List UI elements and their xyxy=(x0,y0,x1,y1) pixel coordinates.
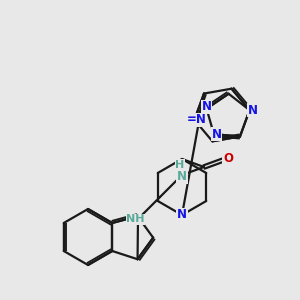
Text: O: O xyxy=(223,152,233,166)
Text: =N: =N xyxy=(187,113,206,126)
Text: N: N xyxy=(177,170,187,184)
Text: N: N xyxy=(248,103,258,117)
Text: N: N xyxy=(177,208,187,221)
Text: NH: NH xyxy=(126,214,145,224)
Text: N: N xyxy=(202,100,212,113)
Text: H: H xyxy=(176,160,184,170)
Text: N: N xyxy=(212,128,222,141)
